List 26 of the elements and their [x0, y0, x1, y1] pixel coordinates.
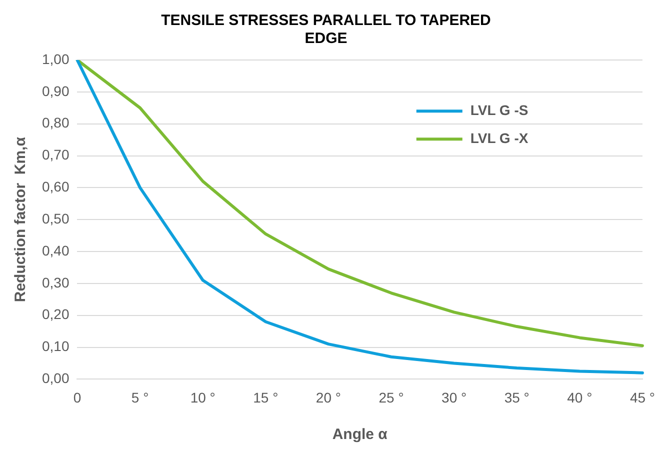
y-tick-label: 0,80: [42, 114, 70, 131]
x-tick-label: 15 °: [253, 389, 278, 406]
x-axis-title: Angle α: [332, 426, 388, 444]
y-tick-label: 0,30: [42, 274, 70, 290]
y-tick-label: 1,00: [42, 50, 70, 67]
y-tick-label: 0,60: [42, 178, 70, 195]
x-tick-label: 0: [73, 389, 82, 406]
y-tick-label: 0,00: [42, 370, 70, 386]
x-tick-label: 5 °: [131, 389, 149, 406]
x-tick-label: 35 °: [504, 389, 530, 406]
chart-title: TENSILE STRESSES PARALLEL TO TAPERED EDGE: [161, 12, 492, 48]
x-tick-label: 30 °: [442, 389, 467, 406]
x-tick-label: 20 °: [316, 389, 341, 406]
y-tick-label: 0,10: [42, 338, 70, 354]
x-tick-label: 25 °: [378, 389, 404, 406]
y-tick-label: 0,50: [42, 210, 70, 226]
legend-label: LVL G -X: [470, 130, 529, 146]
y-tick-label: 0,40: [42, 242, 70, 258]
legend-label: LVL G -S: [470, 102, 528, 118]
x-tick-label: 10 °: [190, 389, 216, 406]
x-tick-label: 45 °: [630, 389, 655, 406]
x-tick-label: 40 °: [567, 389, 592, 406]
y-tick-label: 0,90: [42, 82, 70, 99]
y-tick-label: 0,20: [42, 306, 70, 322]
y-axis-title: Reduction factor Km,α: [12, 136, 30, 302]
y-tick-label: 0,70: [42, 146, 70, 163]
